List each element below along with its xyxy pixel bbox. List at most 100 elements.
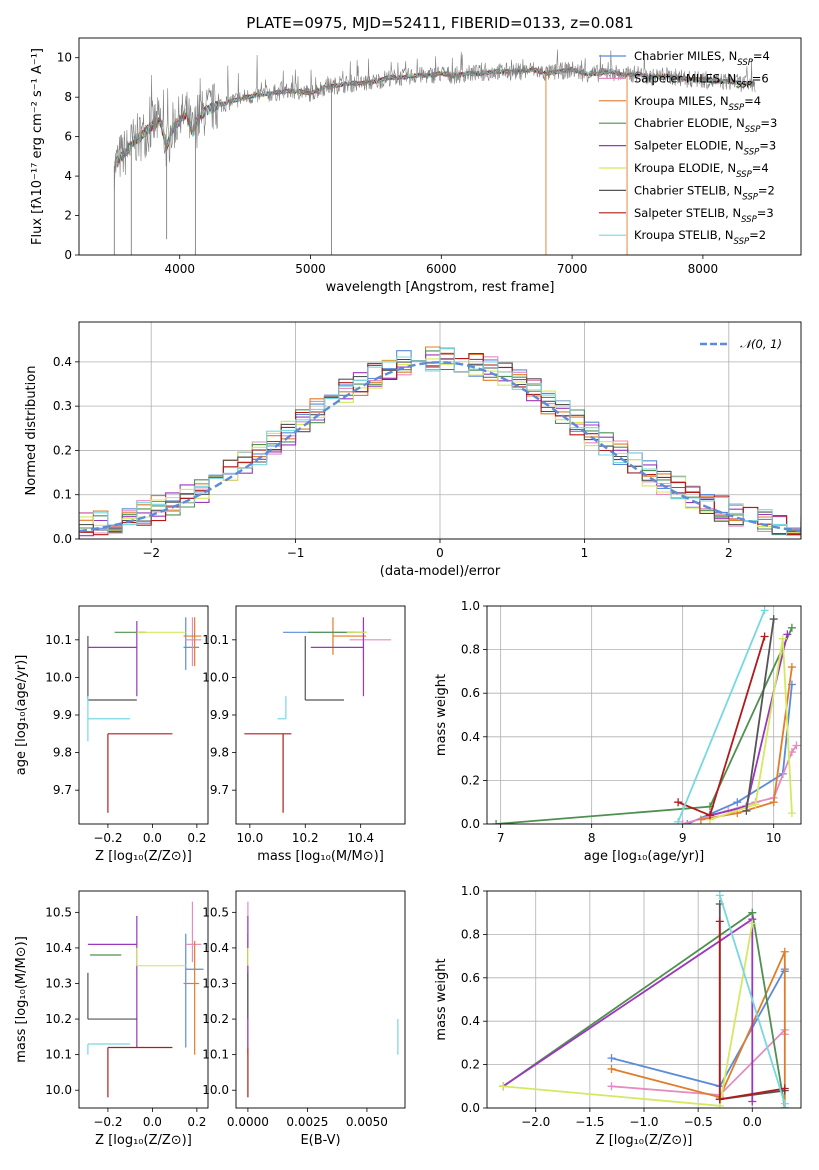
y-tick-label: 9.9 bbox=[53, 708, 72, 722]
x-tick-label: 0.0050 bbox=[346, 1115, 388, 1129]
series-kroupa-stelib bbox=[674, 606, 769, 824]
residuals-frame bbox=[78, 321, 802, 540]
x-tick-label: 0 bbox=[436, 546, 444, 560]
y-tick-label: 0.0 bbox=[461, 817, 480, 831]
mass_vs_ebv-axes: 0.0000 0.0025 0.0050 10.0 10.1 10.2 10.3 10.4 10… bbox=[202, 905, 388, 1148]
y-tick-label: 0.2 bbox=[461, 1058, 480, 1072]
mass_vs_ebv-frame bbox=[235, 890, 406, 1109]
series-marker bbox=[780, 1099, 789, 1108]
y-axis-label: Normed distribution bbox=[24, 366, 39, 496]
residual-histograms bbox=[79, 346, 801, 539]
series-marker bbox=[780, 1084, 789, 1093]
weight_vs_Z-frame bbox=[486, 890, 802, 1109]
weight_vs_age-frame bbox=[486, 605, 802, 825]
x-axis-label: mass [log₁₀(M/M⊙)] bbox=[257, 849, 384, 864]
errorbar-kroupa-elodie bbox=[136, 947, 186, 967]
y-tick-label: 10.4 bbox=[45, 941, 72, 955]
y-tick-label: 10.0 bbox=[45, 670, 72, 684]
errorbar-kroupa-miles bbox=[183, 617, 202, 667]
y-tick-label: 0.0 bbox=[461, 1101, 480, 1115]
x-tick-label: 6000 bbox=[426, 262, 457, 276]
y-tick-label: 10.3 bbox=[202, 976, 229, 990]
y-tick-label: 9.7 bbox=[53, 783, 72, 797]
y-tick-label: 9.7 bbox=[210, 783, 229, 797]
mass_vs_Z-points bbox=[87, 901, 204, 1098]
y-tick-label: 0.1 bbox=[53, 488, 72, 502]
age_vs_mass-axes: 10.0 10.2 10.4 9.7 9.8 9.9 10.0 10.1 mass [log₁₀… bbox=[202, 633, 383, 864]
series-marker bbox=[715, 891, 724, 900]
y-tick-label: 0.2 bbox=[53, 443, 72, 457]
series-marker bbox=[760, 606, 769, 615]
series-marker bbox=[769, 615, 778, 624]
y-axis-label: age [log₁₀(age/yr)] bbox=[14, 655, 29, 776]
x-axis-label: E(B-V) bbox=[300, 1133, 340, 1148]
y-tick-label: 10.5 bbox=[202, 905, 229, 919]
series-marker bbox=[733, 798, 742, 807]
y-tick-label: 1.0 bbox=[461, 884, 480, 898]
y-tick-label: 0.6 bbox=[461, 971, 480, 985]
series-salpeter-stelib bbox=[674, 632, 769, 820]
series-marker bbox=[778, 634, 787, 643]
age_vs_Z-axes: −0.2 0.0 0.2 9.7 9.8 9.9 10.0 10.1 Z [log₁₀(Z/Z⊙… bbox=[14, 633, 206, 864]
series-marker bbox=[705, 811, 714, 820]
legend-label: 𝒩(0, 1) bbox=[740, 337, 782, 351]
errorbar-chabrier-miles bbox=[183, 617, 200, 670]
y-tick-label: 10.3 bbox=[45, 976, 72, 990]
errorbar-chabrier-stelib bbox=[304, 636, 345, 701]
series-marker bbox=[696, 815, 705, 824]
x-tick-label: 0.0 bbox=[743, 1115, 762, 1129]
x-tick-label: 9 bbox=[679, 831, 687, 845]
y-tick-label: 10.2 bbox=[202, 1012, 229, 1026]
normal-curve bbox=[79, 361, 801, 533]
spectrum-lines bbox=[113, 49, 756, 255]
data-spectrum-line bbox=[114, 49, 756, 192]
series-marker bbox=[607, 1064, 616, 1073]
errorbar-chabrier-stelib bbox=[87, 636, 137, 701]
series-marker bbox=[492, 820, 501, 824]
y-tick-label: 0.4 bbox=[461, 730, 480, 744]
x-axis-label: wavelength [Angstrom, rest frame] bbox=[326, 280, 555, 295]
series-marker bbox=[674, 798, 683, 807]
errorbar-salpeter-miles bbox=[185, 617, 202, 667]
y-tick-label: 10.4 bbox=[202, 941, 229, 955]
y-tick-label: 9.8 bbox=[53, 746, 72, 760]
series-marker bbox=[769, 798, 778, 807]
x-tick-label: 2 bbox=[725, 546, 733, 560]
series-marker bbox=[787, 809, 796, 818]
errorbar-salpeter-stelib bbox=[107, 1046, 173, 1098]
series-marker bbox=[792, 741, 801, 750]
weight_vs_age-lines bbox=[492, 606, 801, 824]
x-tick-label: 0.0 bbox=[143, 1115, 162, 1129]
series-kroupa-stelib bbox=[715, 891, 789, 1108]
series-marker bbox=[748, 1097, 757, 1106]
series-marker bbox=[715, 1095, 724, 1104]
y-tick-label: 10.1 bbox=[202, 633, 229, 647]
series-marker bbox=[715, 917, 724, 926]
series-salpeter-elodie bbox=[499, 915, 757, 1106]
y-tick-label: 10.5 bbox=[45, 905, 72, 919]
x-tick-label: 0.2 bbox=[187, 831, 206, 845]
x-tick-label: −0.2 bbox=[93, 1115, 122, 1129]
y-tick-label: 10.1 bbox=[45, 1048, 72, 1062]
y-tick-label: 0 bbox=[64, 248, 72, 262]
errorbar-kroupa-miles bbox=[332, 617, 367, 655]
x-axis-label: (data-model)/error bbox=[380, 564, 501, 579]
series-marker bbox=[783, 630, 792, 639]
x-tick-label: 0.2 bbox=[187, 1115, 206, 1129]
y-axis-label: mass weight bbox=[434, 958, 449, 1040]
x-tick-label: 4000 bbox=[164, 262, 195, 276]
x-tick-label: 0.0 bbox=[143, 831, 162, 845]
y-tick-label: 0.8 bbox=[461, 927, 480, 941]
x-axis-label: Z [log₁₀(Z/Z⊙)] bbox=[596, 1133, 693, 1148]
x-tick-label: 10.0 bbox=[236, 831, 263, 845]
y-tick-label: 10.2 bbox=[45, 1012, 72, 1026]
figure-title: PLATE=0975, MJD=52411, FIBERID=0133, z=0… bbox=[246, 14, 633, 32]
y-axis-label: mass weight bbox=[434, 674, 449, 756]
x-tick-label: 0.0000 bbox=[227, 1115, 269, 1129]
x-axis-label: Z [log₁₀(Z/Z⊙)] bbox=[95, 849, 192, 864]
errorbar-chabrier-stelib bbox=[87, 972, 137, 1020]
errorbar-kroupa-stelib bbox=[87, 696, 131, 742]
series-line bbox=[718, 895, 786, 1104]
errorbar-salpeter-elodie bbox=[87, 915, 138, 1048]
